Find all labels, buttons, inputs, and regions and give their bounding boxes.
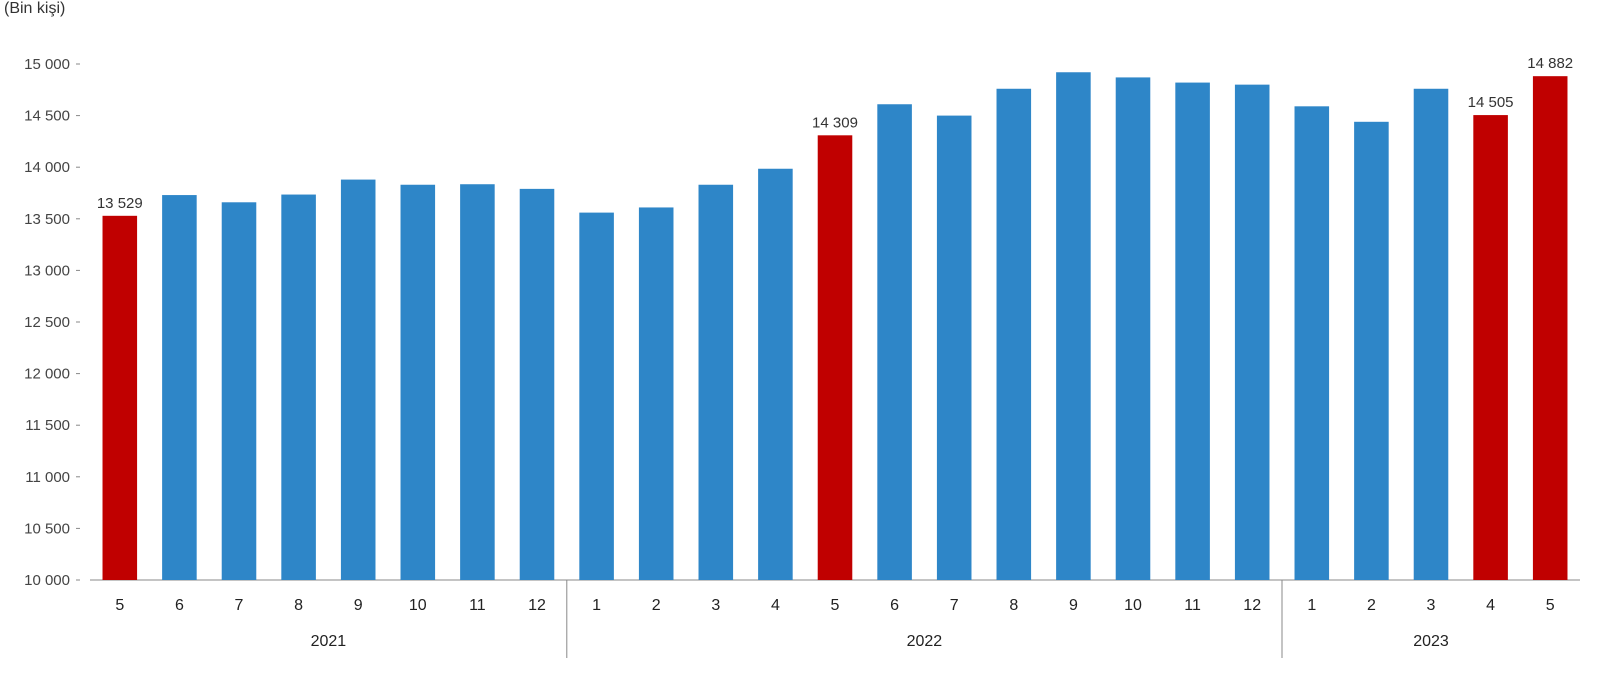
bar [519,188,555,580]
x-tick-label: 1 [592,597,601,614]
y-tick-label: 14 000 [24,159,70,176]
bar [221,202,257,580]
y-axis-unit-label: (Bin kişi) [4,0,66,17]
x-tick-label: 5 [115,597,124,614]
bar [758,168,793,581]
bar [340,179,376,581]
bar [1056,72,1091,581]
y-tick-label: 11 500 [25,417,70,434]
y-tick-label: 11 000 [25,469,70,486]
data-label: 14 309 [812,114,858,131]
bar [698,184,734,580]
bar [638,207,674,580]
bar [162,195,197,580]
year-label: 2022 [907,633,943,650]
year-label: 2021 [311,633,347,650]
x-tick-label: 12 [528,597,546,614]
bar [1115,77,1151,580]
bar [1294,106,1330,580]
bar [877,104,912,581]
bar [1473,115,1508,581]
x-tick-label: 3 [711,597,720,614]
y-tick-label: 14 500 [24,108,70,125]
y-tick-label: 15 000 [24,56,70,73]
x-tick-label: 3 [1427,597,1436,614]
x-tick-label: 7 [235,597,244,614]
x-tick-label: 9 [1069,597,1078,614]
bar [1413,88,1449,580]
x-tick-label: 10 [409,597,427,614]
x-tick-label: 9 [354,597,363,614]
data-label: 14 882 [1527,55,1573,72]
x-tick-label: 8 [294,597,303,614]
bar [1354,121,1389,581]
x-tick-label: 5 [1546,597,1555,614]
bar [579,212,614,580]
bar [400,184,436,580]
y-tick-label: 12 000 [24,366,70,383]
y-tick-label: 13 000 [24,262,70,279]
bar [102,215,138,581]
x-tick-label: 2 [1367,597,1376,614]
bar [281,194,316,580]
x-tick-label: 6 [890,597,899,614]
year-label: 2023 [1413,633,1449,650]
x-tick-label: 11 [469,597,486,614]
x-tick-label: 10 [1124,597,1142,614]
y-tick-label: 10 000 [24,572,70,589]
y-tick-label: 10 500 [24,520,70,537]
bar [996,88,1032,580]
y-tick-label: 13 500 [24,211,70,228]
x-tick-label: 11 [1184,597,1201,614]
x-tick-label: 5 [831,597,840,614]
x-tick-label: 4 [1486,597,1495,614]
bar [1175,82,1210,581]
x-tick-label: 1 [1307,597,1316,614]
bar [1234,84,1270,580]
data-label: 14 505 [1468,94,1514,111]
x-tick-label: 8 [1009,597,1018,614]
data-label: 13 529 [97,195,143,212]
x-tick-label: 12 [1243,597,1261,614]
x-tick-label: 6 [175,597,184,614]
x-tick-label: 4 [771,597,780,614]
x-tick-label: 2 [652,597,661,614]
bar [817,135,853,580]
x-tick-label: 7 [950,597,959,614]
bar [460,184,495,580]
bar [936,115,972,580]
y-tick-label: 12 500 [24,314,70,331]
bar [1532,76,1568,580]
